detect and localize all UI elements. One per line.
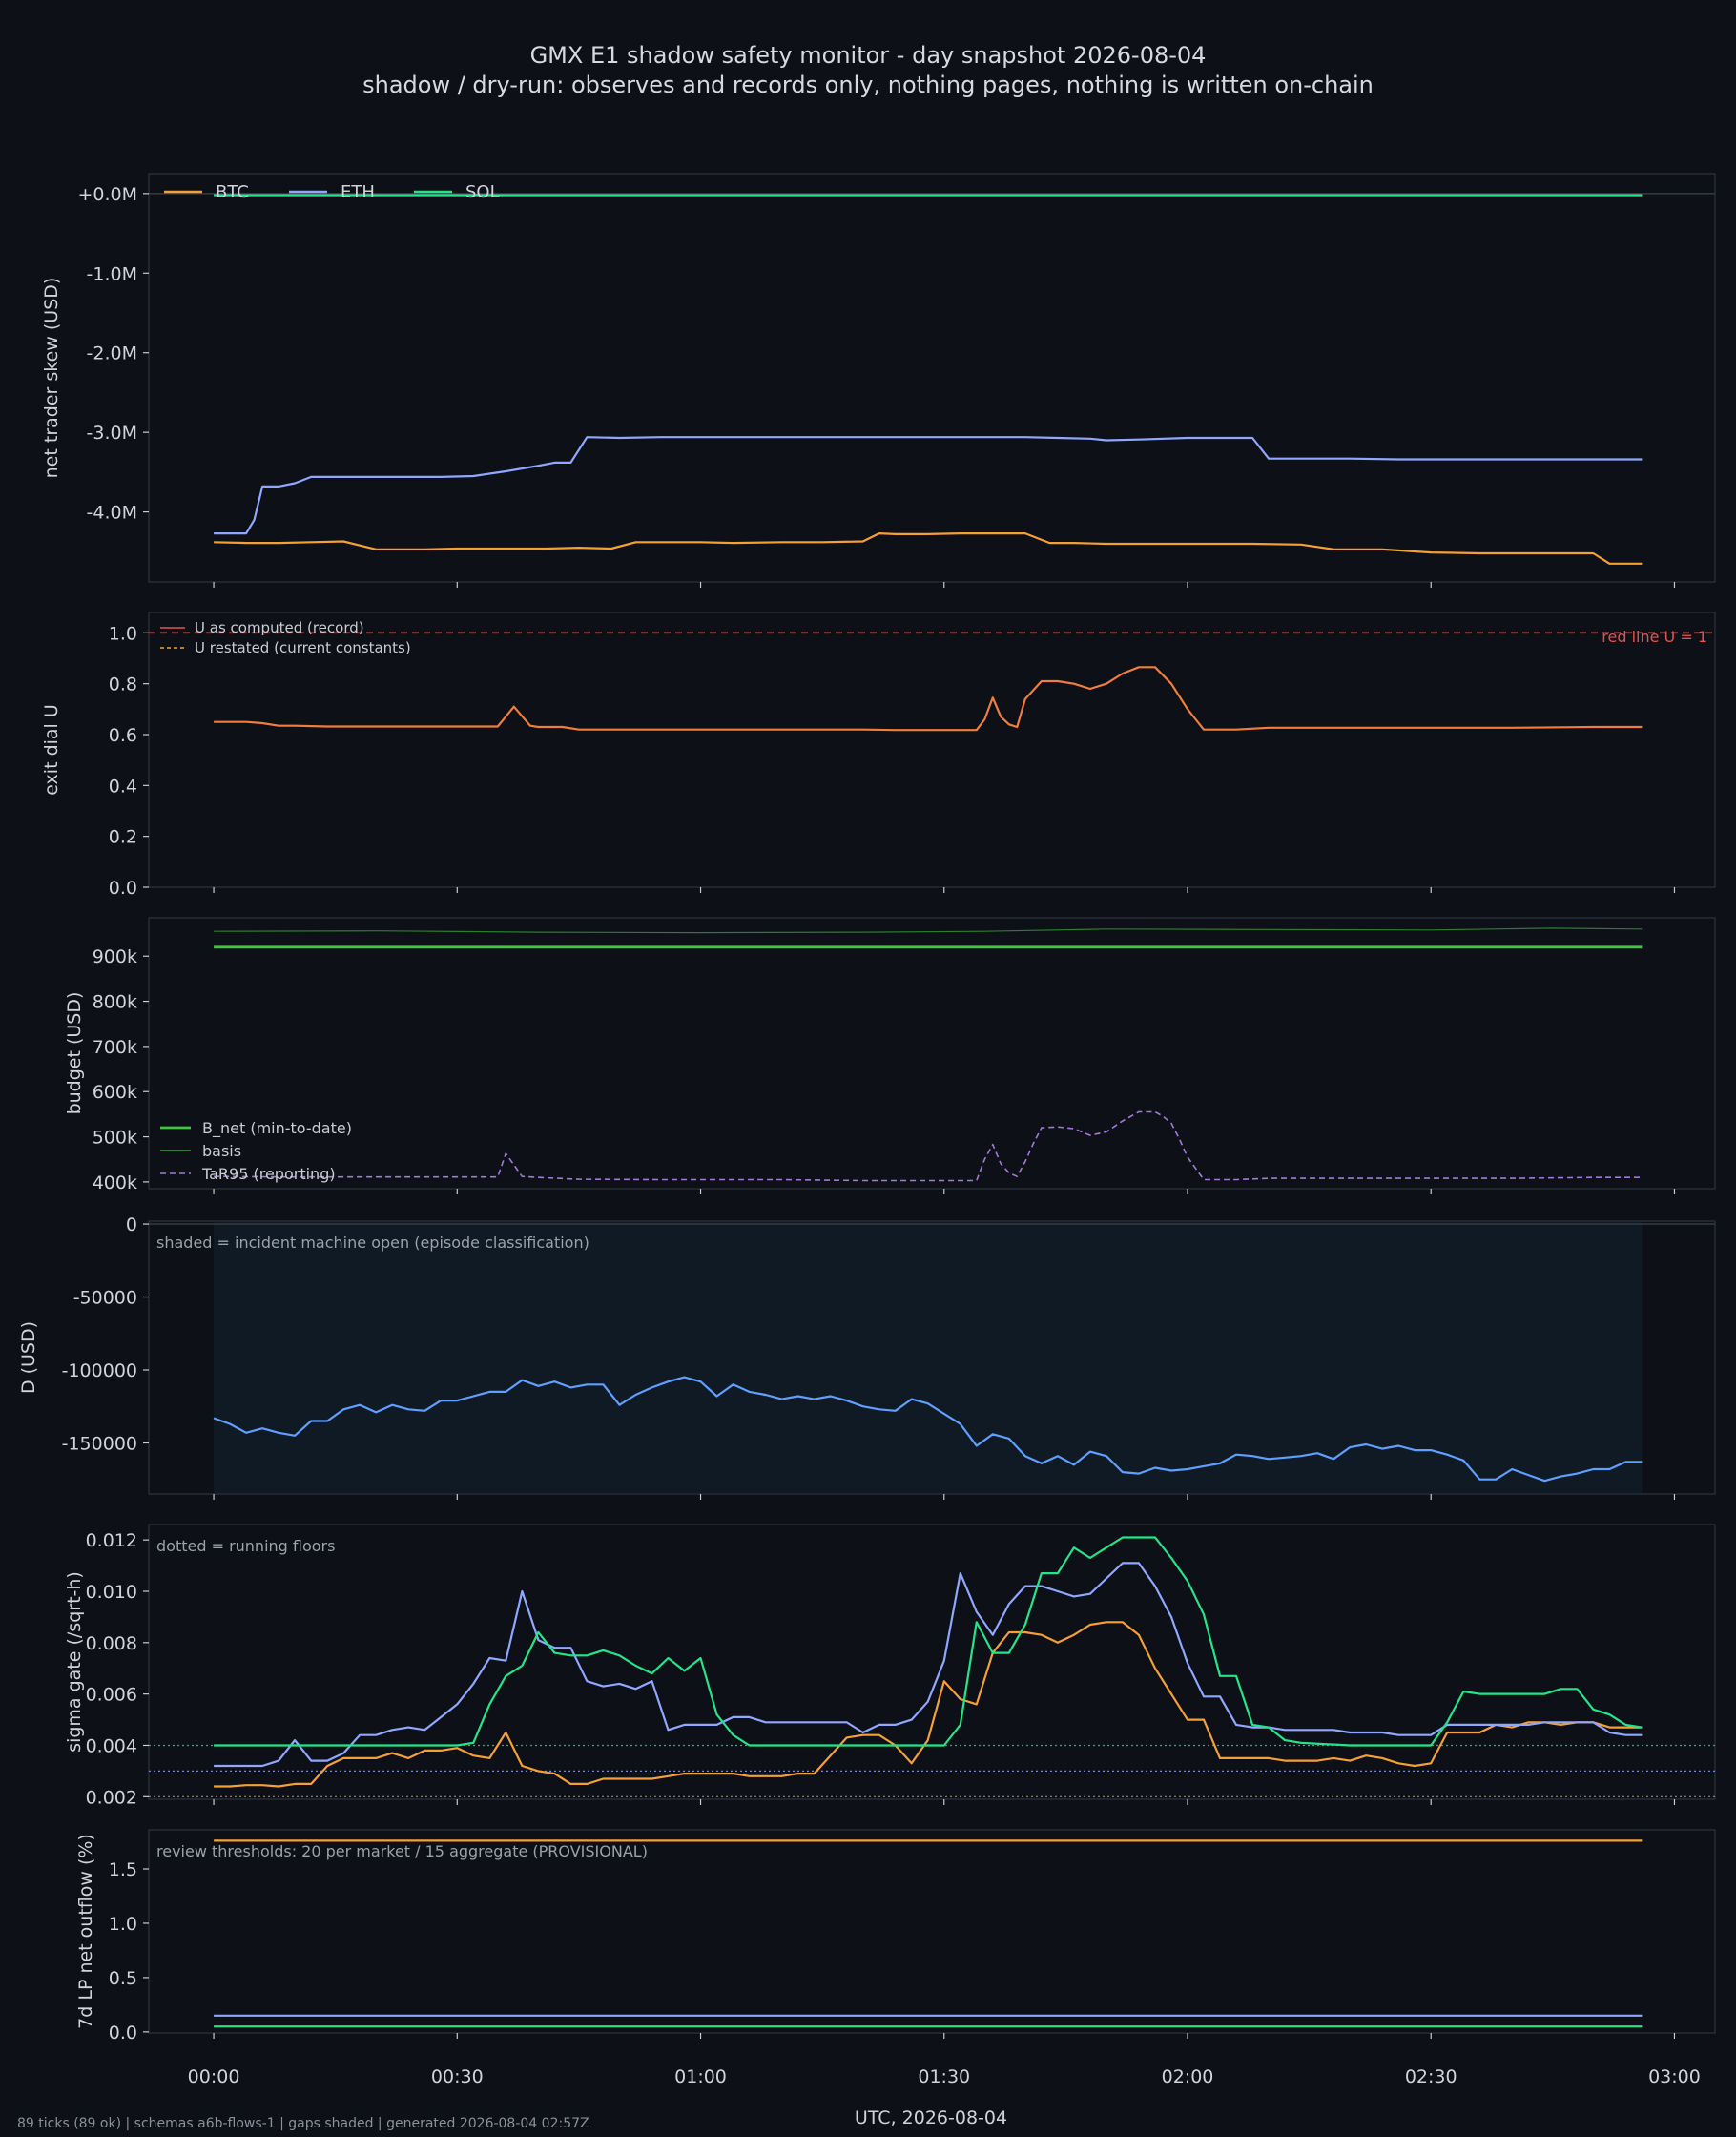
y-axis-label: sigma gate (/sqrt-h) [64,1571,85,1753]
plot-area [148,917,1716,1190]
plot-area [148,1220,1716,1495]
y-tick-label: -1.0M [87,263,137,284]
plot-area [148,173,1716,583]
series-btc [214,531,1643,565]
x-tick-label: 00:30 [431,2066,484,2087]
y-tick-label: 0.006 [86,1685,137,1706]
legend-label: U restated (current constants) [195,639,411,656]
x-tick-label: 01:30 [918,2066,970,2087]
legend-label: ETH [341,182,375,202]
y-tick-label: 0.5 [109,1968,137,1989]
panels: +0.0M -1.0M -2.0M -3.0M -4.0M net trader skew… [18,173,1716,2044]
y-tick-label: -3.0M [87,423,137,444]
y-tick-label: 400k [93,1172,137,1193]
legend-label: basis [202,1142,241,1160]
y-tick-label: 700k [93,1037,137,1058]
plot-area [148,1524,1716,1800]
y-ticks: 1.5 1.0 0.5 0.0 [109,1859,149,2044]
x-axis: 00:00 00:30 01:00 01:30 02:00 02:30 03:00 [188,2066,1701,2087]
legend-label: TaR95 (reporting) [201,1165,336,1183]
x-tick-label: 02:30 [1405,2066,1457,2087]
y-tick-label: -2.0M [87,343,137,364]
y-tick-label: +0.0M [77,184,137,205]
panel-4: 0 -50000 -100000 -150000 D (USD) shaded = inc… [18,1214,1716,1500]
y-tick-label: 1.5 [109,1859,137,1880]
y-axis-label: 7d LP net outflow (%) [75,1834,96,2029]
annotation: dotted = running floors [156,1537,335,1555]
y-tick-label: -100000 [62,1360,137,1381]
y-ticks: 0.012 0.010 0.008 0.006 0.004 0.002 [86,1530,149,1808]
y-axis-label: budget (USD) [64,992,85,1115]
x-tick-label: 00:00 [188,2066,240,2087]
y-tick-label: 900k [93,946,137,967]
y-tick-label: 1.0 [109,1914,137,1935]
y-tick-label: -150000 [62,1433,137,1454]
legend-label: SOL [465,182,500,202]
y-tick-label: 1.0 [109,623,137,644]
panel-1: +0.0M -1.0M -2.0M -3.0M -4.0M net trader skew… [41,173,1716,588]
panel-3: 900k 800k 700k 600k 500k 400k budget (USD) B_ne… [64,917,1716,1194]
y-tick-label: 0.012 [86,1530,137,1551]
y-tick-label: 0 [126,1214,137,1235]
series-tar95-reporting [214,1110,1643,1182]
series-eth [214,1562,1643,1768]
panel-5: 0.012 0.010 0.008 0.006 0.004 0.002 sigma gate… [64,1524,1716,1808]
panel-2: 0.0 0.2 0.4 0.6 0.8 1.0 exit dial U red line U … [41,612,1716,899]
plot-area [148,612,1716,888]
legend: U as computed (record) U restated (curren… [160,619,411,656]
series-sol [214,1536,1643,1747]
y-tick-label: 0.010 [86,1582,137,1603]
y-axis-label: exit dial U [41,704,62,796]
plot-area [148,1829,1716,2034]
y-tick-label: 0.0 [109,878,137,899]
y-tick-label: 0.2 [109,827,137,848]
y-ticks: 900k 800k 700k 600k 500k 400k [93,946,149,1193]
chart-title: GMX E1 shadow safety monitor - day snaps… [530,42,1207,69]
y-axis-label: D (USD) [18,1321,39,1394]
footer-note: 89 ticks (89 ok) | schemas a6b-flows-1 |… [17,2116,589,2131]
legend-label: BTC [216,182,249,202]
incident-shade [214,1222,1643,1493]
x-tick-label: 03:00 [1648,2066,1701,2087]
y-tick-label: -4.0M [87,503,137,524]
series-u-as-computed-record [214,666,1643,732]
y-tick-label: 0.008 [86,1633,137,1654]
y-tick-label: 0.6 [109,725,137,746]
x-axis-label: UTC, 2026-08-04 [855,2107,1007,2128]
annotation: shaded = incident machine open (episode … [156,1234,589,1252]
series-btc [214,1621,1643,1788]
legend: B_net (min-to-date) basis TaR95 (reporting… [160,1119,352,1183]
annotation: review thresholds: 20 per market / 15 ag… [156,1842,648,1860]
legend-label: B_net (min-to-date) [202,1119,352,1138]
x-tick-label: 02:00 [1162,2066,1214,2087]
y-tick-label: 0.4 [109,776,137,797]
panel-6: 1.5 1.0 0.5 0.0 7d LP net outflow (%) review … [75,1829,1716,2044]
y-ticks: +0.0M -1.0M -2.0M -3.0M -4.0M [77,184,149,524]
legend: BTC ETH SOL [164,182,500,202]
y-tick-label: 800k [93,992,137,1013]
y-ticks: 0 -50000 -100000 -150000 [62,1214,149,1454]
y-axis-label: net trader skew (USD) [41,278,62,479]
y-tick-label: 500k [93,1128,137,1149]
y-tick-label: 0.004 [86,1735,137,1756]
y-tick-label: 600k [93,1082,137,1103]
y-tick-label: -50000 [73,1288,137,1309]
y-tick-label: 0.8 [109,674,137,695]
series-basis [214,927,1643,934]
annotation: red line U = 1 [1602,628,1707,646]
chart-subtitle: shadow / dry-run: observes and records o… [362,72,1374,98]
y-tick-label: 0.002 [86,1787,137,1808]
series-eth [214,436,1643,535]
x-tick-label: 01:00 [674,2066,727,2087]
y-ticks: 0.0 0.2 0.4 0.6 0.8 1.0 [109,623,149,899]
series-d [213,1376,1643,1483]
y-tick-label: 0.0 [109,2023,137,2044]
legend-label: U as computed (record) [195,619,364,636]
